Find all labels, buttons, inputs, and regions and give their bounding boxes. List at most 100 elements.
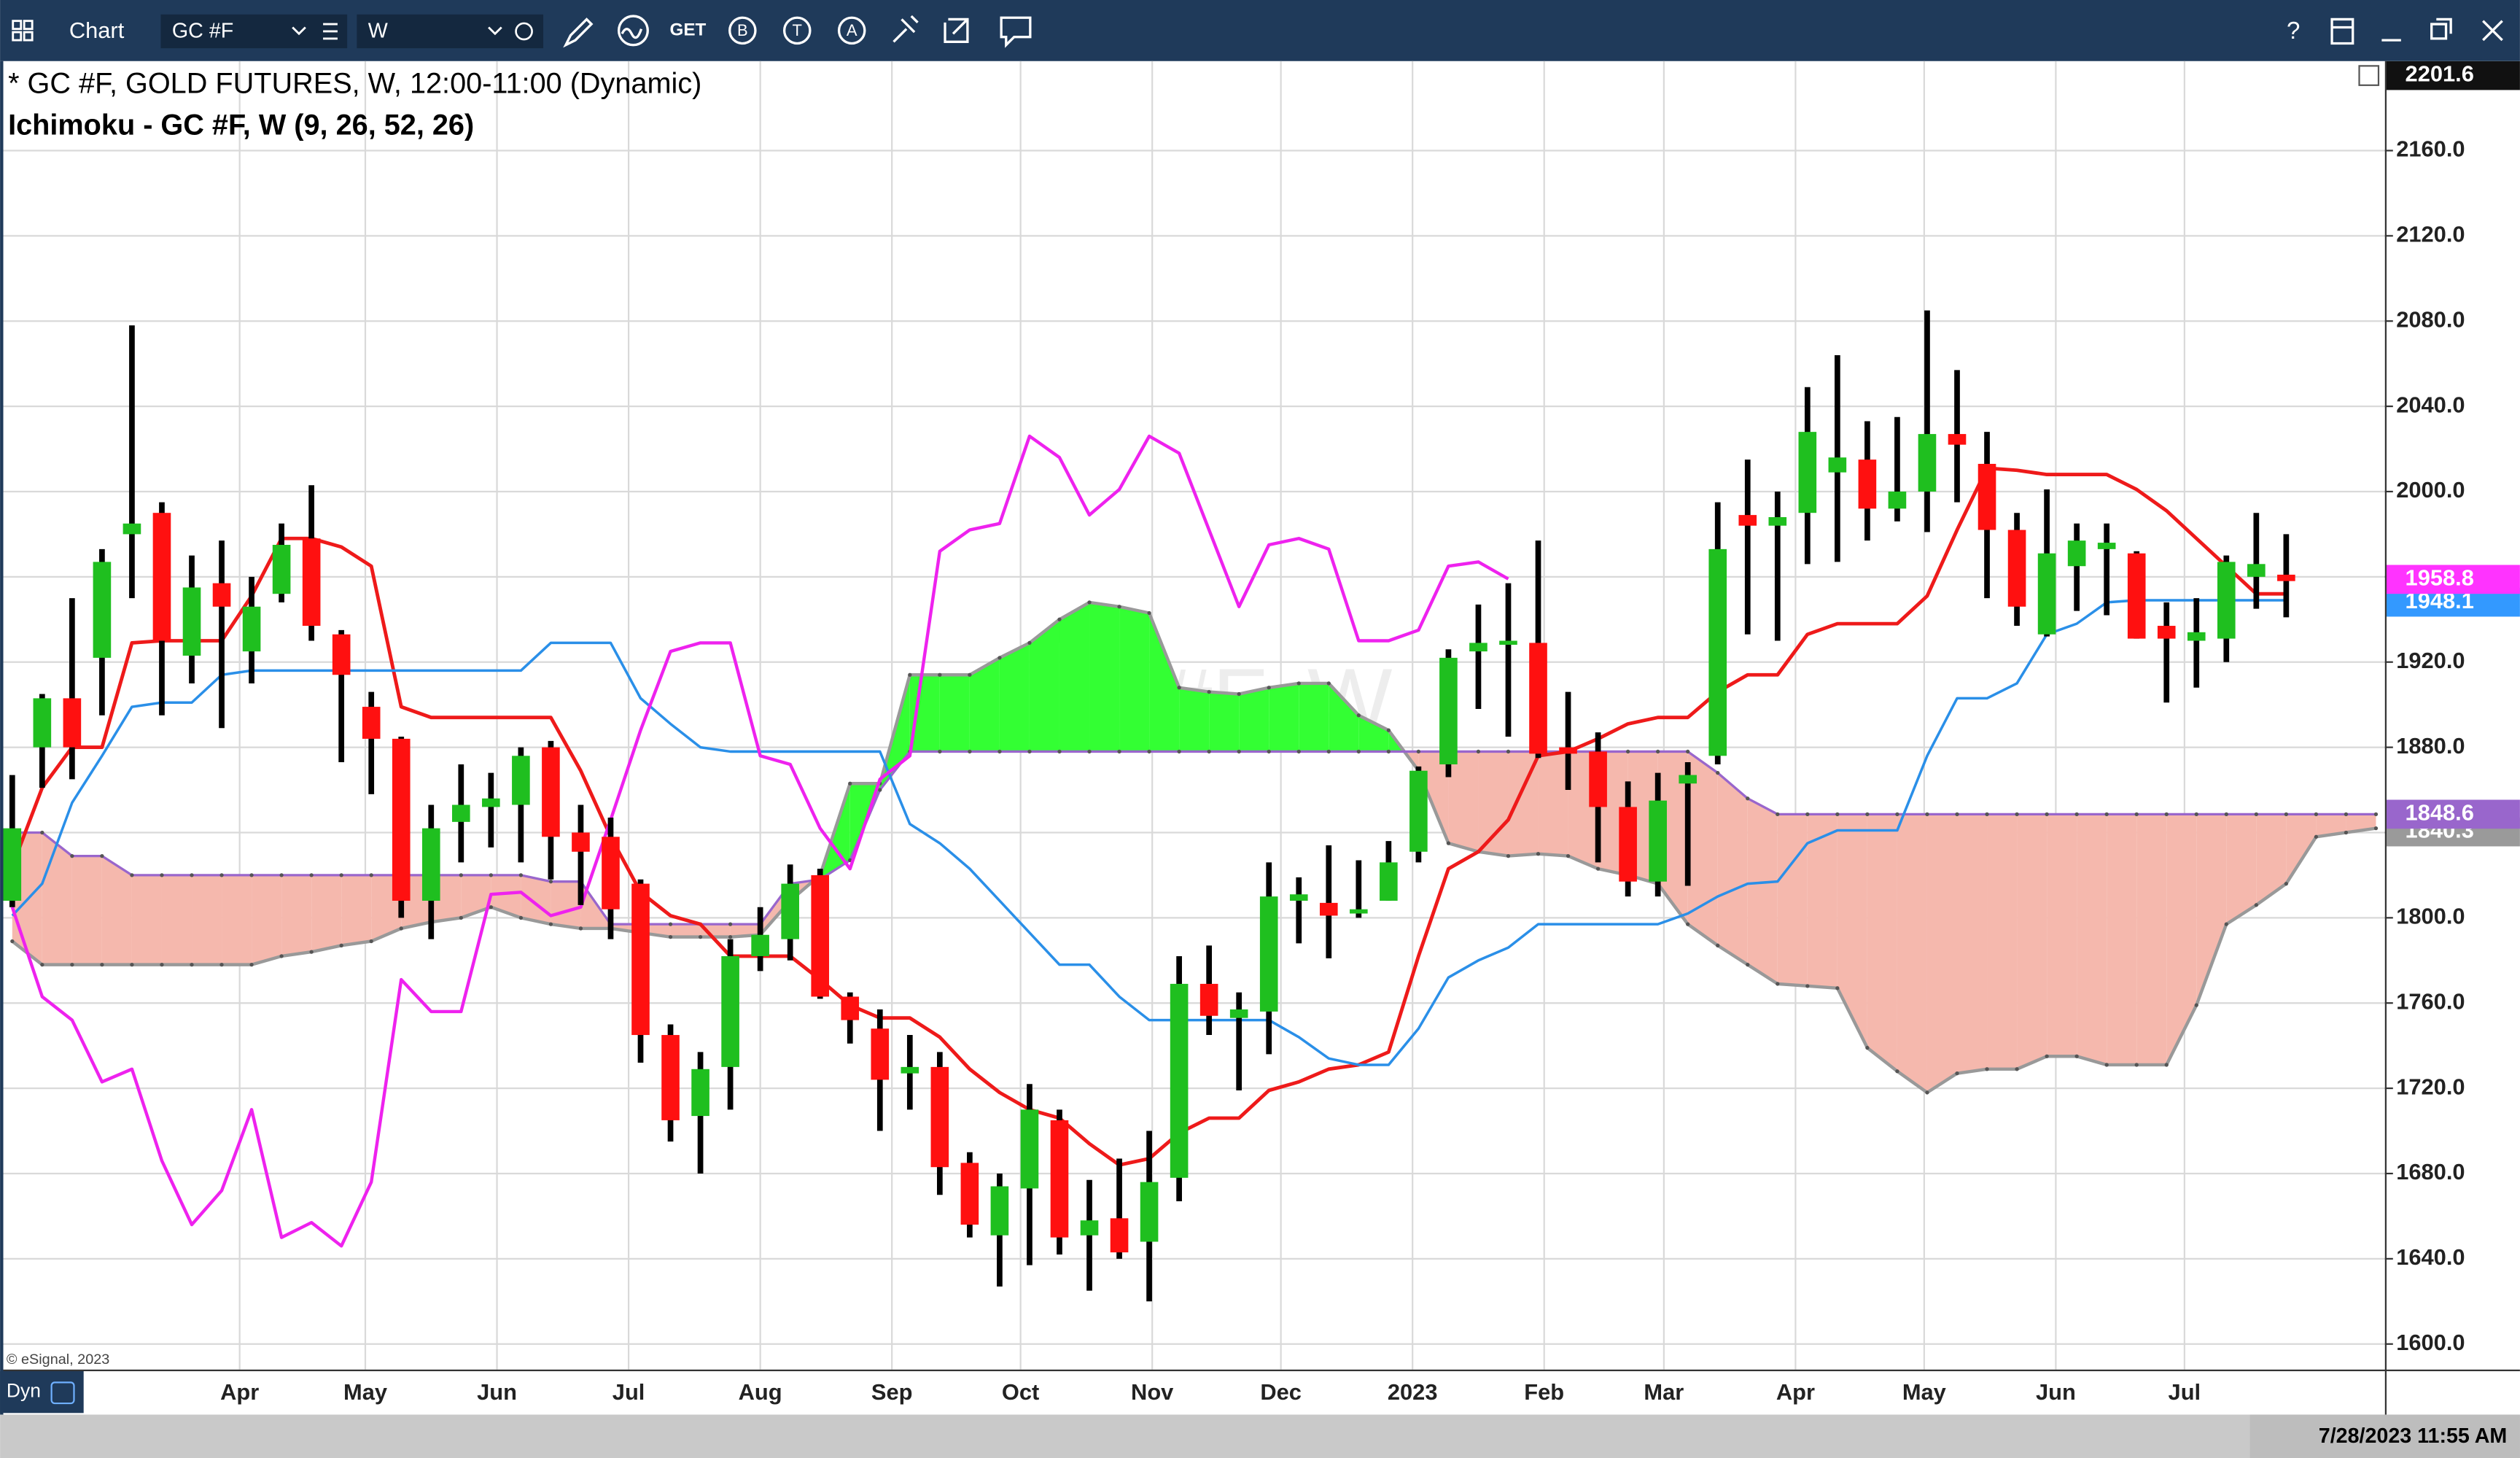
span-b-dot: [130, 873, 134, 877]
candle-body: [1738, 515, 1757, 526]
lock-icon[interactable]: [50, 1381, 75, 1405]
candle-body: [1229, 1009, 1248, 1018]
x-tick-label: May: [1902, 1379, 1946, 1405]
cloud-fill: [1956, 814, 1988, 1074]
span-b-dot: [2254, 812, 2258, 816]
symbol[interactable]: GC #F: [172, 20, 233, 43]
candle-body: [1978, 463, 1996, 530]
x-tick-label: Dec: [1260, 1379, 1302, 1405]
x-tick-label: Apr: [1776, 1379, 1815, 1405]
menu-icon[interactable]: [323, 23, 338, 40]
cloud-fill: [1897, 814, 1927, 1093]
span-b-dot: [1147, 749, 1151, 754]
wave-icon[interactable]: [617, 15, 649, 47]
wave-icon[interactable]: [621, 28, 643, 39]
cloud-fill: [1329, 683, 1359, 752]
span-a-dot: [399, 926, 403, 931]
cloud-fill: [1538, 751, 1568, 856]
t-button[interactable]: T: [793, 21, 802, 39]
span-a-dot: [1895, 1069, 1899, 1074]
cloud-fill: [1299, 683, 1329, 752]
candle-body: [1559, 747, 1577, 754]
candle-body: [152, 513, 171, 641]
candle-body: [811, 875, 830, 997]
span-a-dot: [1356, 713, 1361, 718]
y-tick-label: 1880.0: [2396, 733, 2465, 759]
span-b-dot: [219, 873, 224, 877]
help-button[interactable]: ?: [2287, 18, 2300, 44]
span-b-dot: [1895, 812, 1899, 816]
grid-icon[interactable]: [23, 20, 34, 31]
b-button[interactable]: B: [737, 21, 748, 39]
candle-body: [512, 756, 530, 805]
cloud-fill: [1508, 751, 1539, 856]
candle-body: [452, 804, 470, 822]
span-a-dot: [2254, 903, 2258, 907]
span-a-dot: [1506, 853, 1511, 858]
span-a-dot: [2134, 1063, 2139, 1067]
span-b-dot: [70, 853, 74, 858]
span-b-dot: [2134, 812, 2139, 816]
cloud-fill: [461, 875, 491, 918]
span-a-dot: [548, 922, 553, 926]
x-tick-label: Jun: [477, 1379, 517, 1405]
a-button[interactable]: A: [847, 21, 858, 39]
span-a-dot: [518, 915, 524, 920]
candle-body: [691, 1069, 709, 1117]
span-b-dot: [2074, 812, 2079, 816]
button-ring[interactable]: [728, 16, 757, 45]
cloud-fill: [1149, 613, 1180, 752]
button-ring[interactable]: [837, 16, 866, 45]
candle-body: [2037, 553, 2056, 635]
span-b-dot: [1296, 749, 1301, 754]
span-a-dot: [1147, 610, 1151, 616]
span-a-dot: [668, 934, 673, 939]
mode[interactable]: Dyn: [7, 1380, 41, 1402]
cloud-fill: [341, 875, 372, 946]
span-b-dot: [2344, 812, 2349, 816]
span-a-dot: [1057, 617, 1062, 621]
span-b-dot: [160, 873, 164, 877]
grid-icon[interactable]: [12, 20, 23, 31]
dropdown-arrow[interactable]: [292, 26, 306, 36]
window-icon[interactable]: [2330, 18, 2354, 45]
comment-icon[interactable]: [1000, 16, 1032, 48]
candle-body: [990, 1186, 1009, 1236]
span-b-dot: [1835, 812, 1840, 816]
pencil-icon[interactable]: [563, 18, 594, 48]
edit-icon[interactable]: [944, 18, 969, 43]
span-a-dot: [1746, 962, 1750, 967]
interval-box[interactable]: [357, 14, 544, 49]
span-a-dot: [998, 656, 1002, 660]
span-a-dot: [2074, 1054, 2079, 1058]
close[interactable]: [2482, 20, 2503, 42]
interval[interactable]: W: [368, 20, 388, 43]
candle-body: [33, 698, 52, 748]
span-b-dot: [1386, 749, 1391, 754]
symbol-box[interactable]: [160, 14, 348, 49]
tools-icon[interactable]: [892, 15, 919, 43]
get-button[interactable]: GET: [669, 20, 706, 39]
clock-icon[interactable]: [515, 22, 533, 41]
span-a-dot: [40, 962, 44, 967]
y-tick-label: 2160.0: [2396, 136, 2465, 162]
restore[interactable]: [2430, 18, 2452, 40]
span-a-dot: [2045, 1054, 2049, 1058]
cloud-fill: [670, 924, 701, 937]
candle-body: [1199, 983, 1218, 1016]
span-b-dot: [1686, 749, 1690, 754]
grid-icon[interactable]: [23, 31, 34, 42]
button-ring[interactable]: [782, 16, 812, 45]
candle-body: [1828, 457, 1847, 473]
time-axis: Apr May Jun Jul Aug Sep Oct Nov Dec 2023 Feb Mar Apr…: [220, 1379, 2201, 1405]
span-b-dot: [2164, 812, 2169, 816]
cloud-fill: [1179, 687, 1210, 752]
span-a-dot: [728, 934, 733, 939]
grid-icon[interactable]: [12, 31, 23, 42]
dropdown-arrow[interactable]: [488, 26, 502, 36]
price-label-text: 1848.6: [2406, 799, 2474, 825]
span-b-dot: [309, 873, 314, 877]
candle-body: [3, 828, 22, 901]
span-b-dot: [459, 873, 463, 877]
span-b-dot: [1207, 749, 1211, 754]
